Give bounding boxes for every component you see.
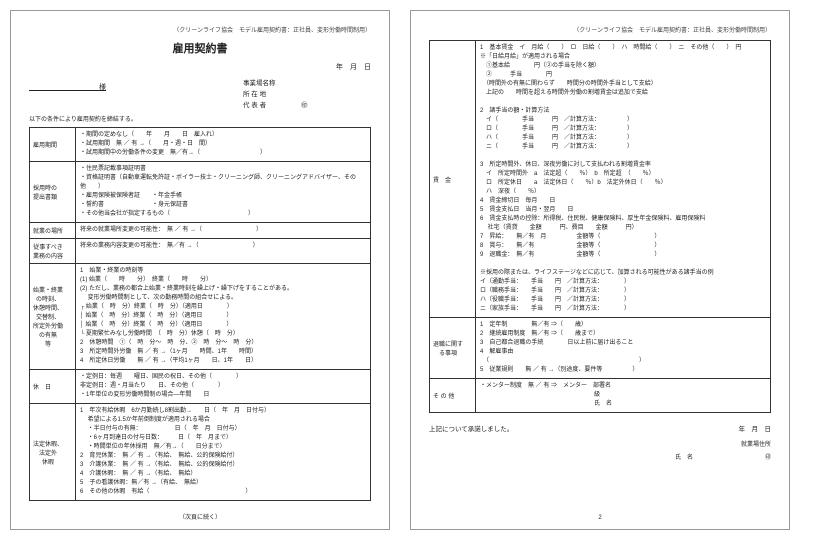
row3-label: 従事すべき 業務の内容 [30,239,76,263]
doc-date: 年 月 日 [29,62,371,72]
sign-line-1: 氏 名 ㊞ [429,452,771,461]
row4-label: 始業・終業 の時刻、 休憩時間、 交替制、 所定外労働 の有無 等 [30,264,76,369]
row3-body: 将来の業務内容変更の可能性： 無／有 →（ ） [76,239,370,263]
page1-footer: （次頁に続く） [11,512,389,521]
org-header: （クリーンライフ協会 モデル雇用契約書：正社員、変形労働時間制用） [29,25,371,34]
row2-label: 就業の場所 [30,223,76,238]
meta-k-2: 代 表 者 [243,99,293,109]
intro-text: 以下の条件により雇用契約を締結する。 [29,114,371,123]
row0-body: ・期間の定めなし（ 年 月 日 雇入れ） ・試用期間 無 ／ 有 →（ 月・週・… [76,128,370,161]
row1-label: 採用時の 提出書類 [30,162,76,222]
confirm-text: 上記について承諾しました。 [429,423,513,433]
row6-label: 法定休暇、 法定外 休暇 [30,404,76,500]
row0-label: 雇用期間 [30,128,76,161]
row2-body: 将来の就業場所変更の可能性： 無 ／ 有 →（ ） [76,223,370,238]
page-1: （クリーンライフ協会 モデル雇用契約書：正社員、変形労働時間制用） 雇用契約書 … [10,10,390,530]
doc-title: 雇用契約書 [29,40,371,56]
confirm-date: 年 月 日 [739,423,772,433]
meta-k-1: 所 在 地 [243,88,293,98]
p2row1-label: 退職に関す る事項 [430,318,476,378]
meta-k-0: 事業場名称 [243,77,293,87]
page2-num: 2 [411,515,789,521]
row1-body: ・住民票記載事項証明書 ・資格証明書（自動車運転免許証・ボイラー技士・クリーニン… [76,162,370,222]
p2row0-body: 1 基本賃金 イ 月給（ ） ロ 日給（ ） ハ 時間給（ ） ニ その他（ ）… [476,41,770,317]
contract-table-2: 賃 金1 基本賃金 イ 月給（ ） ロ 日給（ ） ハ 時間給（ ） ニ その他… [429,40,771,413]
row4-body: 1 始業・終業の時刻等 (1) 始業（ 時 分） 終業（ 時 分） (2) ただ… [76,264,370,369]
issuer-meta: 事業場名称 所 在 地 代 表 者㊞ [243,76,371,110]
meta-v-0 [301,77,371,87]
p2row2-body: ・メンター制度 無 ／ 有 ⇒ メンター 部署名 級 氏 名 [476,379,770,412]
row5-body: ・定例日：毎週 曜日、国民の祝日、その他（ ） 非定例日：週・月当たり 日、その… [76,370,370,403]
page-2: （クリーンライフ協会 モデル雇用契約書：正社員、変形労働時間制用） 賃 金1 基… [410,10,790,530]
row5-label: 休 日 [30,370,76,403]
sign-line-0: 就業場住所 [429,439,771,448]
row6-body: 1 年次有給休暇 6か月勤続し8割出勤→ 日（ 年 月 日付与） 希望による1.… [76,404,370,500]
meta-v-1 [301,88,371,98]
p2row0-label: 賃 金 [430,41,476,317]
org-header-2: （クリーンライフ協会 モデル雇用契約書：正社員、変形労働時間制用） [429,25,771,34]
recipient: 様 [29,82,106,92]
contract-table-1: 雇用期間・期間の定めなし（ 年 月 日 雇入れ） ・試用期間 無 ／ 有 →（ … [29,127,371,501]
p2row1-body: 1 定年制 無／有 ⇒（ 歳） 2 継続雇用制度 無／有 ⇒（ 歳まで） 3 自… [476,318,770,378]
p2row2-label: そ の 他 [430,379,476,412]
meta-v-2: ㊞ [301,99,371,109]
